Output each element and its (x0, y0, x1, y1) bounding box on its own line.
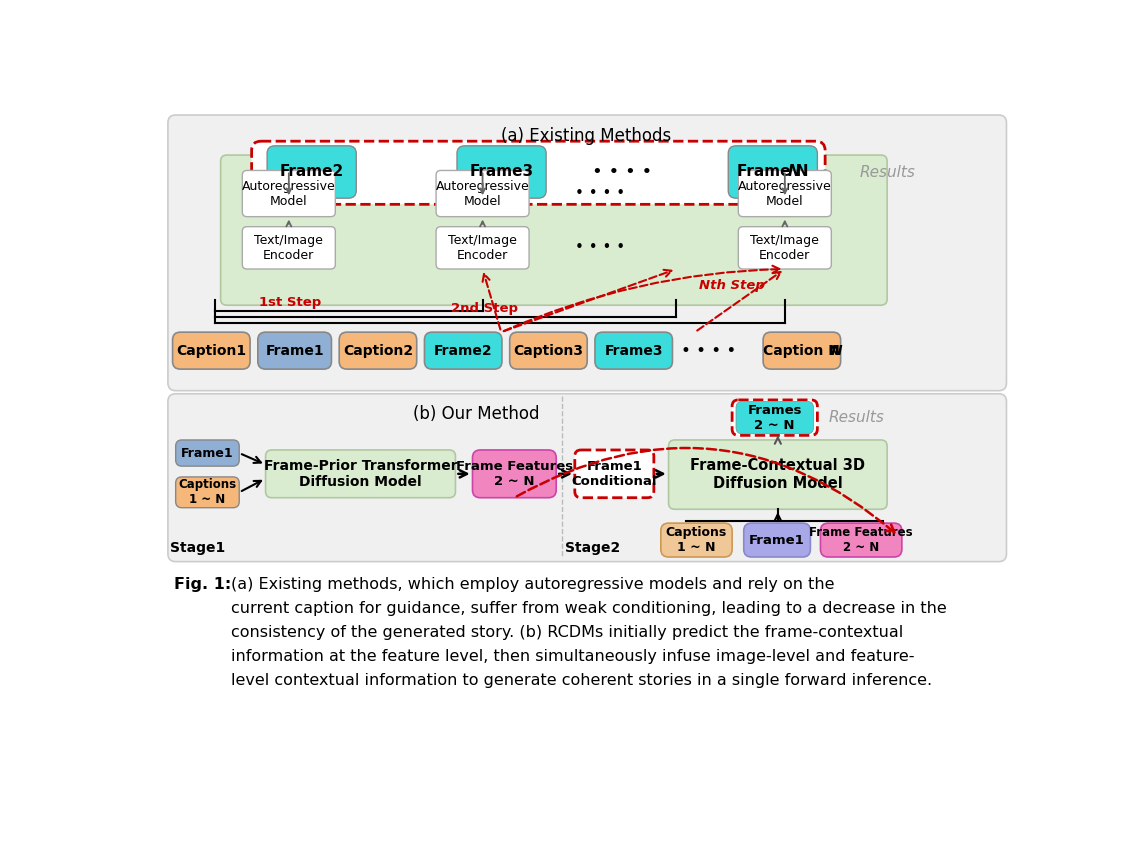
Text: Text/Image
Encoder: Text/Image Encoder (254, 234, 323, 262)
Text: Frame Features
2 ~ N: Frame Features 2 ~ N (810, 526, 913, 554)
Text: Text/Image
Encoder: Text/Image Encoder (750, 234, 820, 262)
FancyBboxPatch shape (728, 146, 818, 198)
FancyBboxPatch shape (821, 524, 902, 557)
Text: Autoregressive
Model: Autoregressive Model (436, 180, 529, 207)
Text: 2nd Step: 2nd Step (451, 303, 518, 315)
Text: Caption1: Caption1 (176, 344, 246, 357)
FancyBboxPatch shape (175, 477, 239, 507)
Text: Caption3: Caption3 (513, 344, 584, 357)
Text: Autoregressive
Model: Autoregressive Model (737, 180, 831, 207)
FancyBboxPatch shape (744, 524, 811, 557)
Text: Frame3: Frame3 (469, 164, 534, 180)
FancyBboxPatch shape (168, 115, 1006, 390)
Text: Frame2: Frame2 (434, 344, 492, 357)
Text: Fig. 1:: Fig. 1: (174, 577, 231, 592)
FancyBboxPatch shape (252, 141, 826, 204)
FancyBboxPatch shape (425, 332, 502, 369)
Text: (b) Our Method: (b) Our Method (413, 405, 539, 422)
Text: (a) Existing Methods: (a) Existing Methods (502, 127, 672, 145)
Text: Autoregressive
Model: Autoregressive Model (242, 180, 335, 207)
Text: N: N (831, 344, 843, 357)
Text: Frame N: Frame N (737, 164, 808, 180)
FancyBboxPatch shape (457, 146, 546, 198)
Text: Caption2: Caption2 (342, 344, 413, 357)
Text: Frame1: Frame1 (181, 447, 234, 459)
FancyBboxPatch shape (168, 394, 1006, 561)
FancyBboxPatch shape (732, 400, 818, 435)
FancyBboxPatch shape (661, 524, 732, 557)
FancyBboxPatch shape (510, 332, 587, 369)
FancyBboxPatch shape (436, 170, 529, 217)
FancyBboxPatch shape (669, 440, 887, 509)
Text: N: N (788, 164, 800, 180)
FancyBboxPatch shape (267, 146, 356, 198)
FancyBboxPatch shape (243, 170, 335, 217)
Text: Stage2: Stage2 (566, 541, 621, 556)
FancyBboxPatch shape (739, 170, 831, 217)
FancyBboxPatch shape (221, 155, 887, 305)
FancyBboxPatch shape (739, 227, 831, 269)
FancyBboxPatch shape (595, 332, 672, 369)
FancyBboxPatch shape (266, 450, 456, 497)
Text: Frame Features
2 ~ N: Frame Features 2 ~ N (456, 459, 572, 488)
FancyBboxPatch shape (436, 227, 529, 269)
FancyBboxPatch shape (736, 401, 813, 434)
FancyBboxPatch shape (339, 332, 417, 369)
Text: • • • •: • • • • (681, 341, 736, 360)
Text: Captions
1 ~ N: Captions 1 ~ N (179, 478, 237, 507)
Text: Stage1: Stage1 (169, 541, 226, 556)
Text: Results: Results (828, 411, 884, 425)
Text: Frame1: Frame1 (266, 344, 324, 357)
Text: Frames
2 ~ N: Frames 2 ~ N (748, 404, 802, 432)
FancyBboxPatch shape (575, 450, 654, 497)
FancyBboxPatch shape (258, 332, 331, 369)
Text: Frame1: Frame1 (749, 534, 805, 546)
FancyBboxPatch shape (175, 440, 239, 466)
Text: Caption N: Caption N (764, 344, 840, 357)
Text: Results: Results (859, 165, 915, 180)
FancyBboxPatch shape (763, 332, 840, 369)
Text: Frame1
Conditional: Frame1 Conditional (571, 459, 657, 488)
FancyBboxPatch shape (473, 450, 556, 497)
Text: Frame3: Frame3 (605, 344, 663, 357)
Text: • • • •: • • • • (575, 240, 625, 255)
Text: Frame-Contextual 3D
Diffusion Model: Frame-Contextual 3D Diffusion Model (690, 459, 866, 491)
FancyBboxPatch shape (243, 227, 335, 269)
Text: Nth Step: Nth Step (700, 279, 765, 293)
Text: Text/Image
Encoder: Text/Image Encoder (448, 234, 518, 262)
Text: Frame2: Frame2 (279, 164, 344, 180)
Text: 1st Step: 1st Step (259, 296, 322, 309)
Text: Captions
1 ~ N: Captions 1 ~ N (666, 526, 727, 554)
Text: Frame-Prior Transformer
Diffusion Model: Frame-Prior Transformer Diffusion Model (263, 459, 457, 489)
Text: • • • •: • • • • (575, 186, 625, 201)
Text: • • • •: • • • • (592, 163, 653, 181)
FancyBboxPatch shape (173, 332, 250, 369)
Text: (a) Existing methods, which employ autoregressive models and rely on the
current: (a) Existing methods, which employ autor… (230, 577, 947, 688)
